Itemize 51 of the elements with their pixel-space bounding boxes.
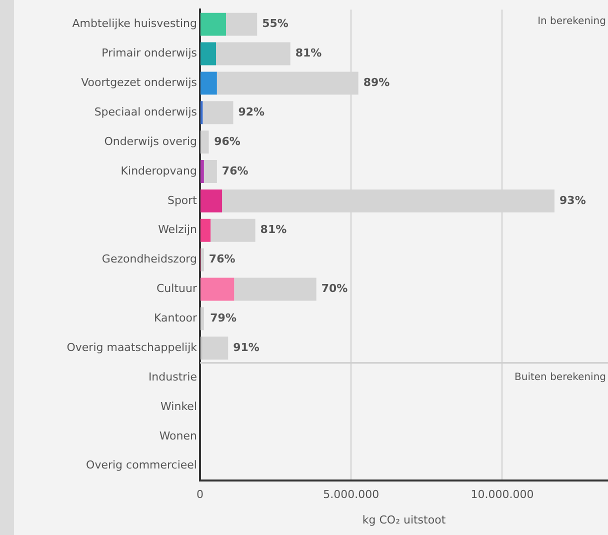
- annotation: 96%: [214, 134, 240, 148]
- bar: [226, 12, 258, 36]
- bar: [202, 101, 234, 124]
- annotation: 79%: [210, 312, 236, 325]
- x-tick-label: 5.000.000: [323, 488, 380, 502]
- bar: [200, 189, 222, 212]
- bar: [210, 218, 256, 242]
- bar: [200, 42, 216, 66]
- bar: [200, 12, 226, 36]
- annotation: 81%: [260, 223, 287, 236]
- x-tick-label: 0: [196, 488, 204, 502]
- y-tick-label: Primair onderwijs: [102, 46, 198, 60]
- x-axis-title: kg CO₂ uitstoot: [362, 513, 446, 526]
- bar: [200, 160, 204, 183]
- y-tick-label: Wonen: [159, 429, 198, 442]
- annotation: 70%: [321, 282, 348, 296]
- bar: [200, 72, 217, 95]
- y-tick-label: Gezondheidszorg: [102, 252, 197, 266]
- bar: [200, 130, 209, 154]
- bar: [200, 278, 234, 301]
- y-tick-label: Voortgezet onderwijs: [81, 76, 198, 90]
- y-tick-label: Kantoor: [154, 312, 198, 325]
- annotation: 76%: [208, 252, 236, 266]
- annotation: 89%: [363, 76, 390, 90]
- y-tick-label: Overig maatschappelijk: [66, 340, 198, 354]
- annotation: 76%: [222, 164, 248, 178]
- bar: [202, 336, 228, 360]
- bar: [204, 160, 217, 183]
- y-tick-label: Overig commercieel: [86, 458, 197, 472]
- annotation: 81%: [295, 46, 322, 60]
- annotation: 93%: [560, 194, 586, 207]
- y-tick-label: Onderwijs overig: [104, 134, 197, 148]
- y-tick-label: Sport: [167, 194, 198, 207]
- bar: [216, 42, 290, 66]
- annotation: In berekening: [538, 16, 606, 28]
- annotation: 92%: [238, 105, 265, 118]
- y-tick-label: Kinderopvang: [120, 164, 197, 178]
- bar: [200, 218, 211, 242]
- y-tick-label: Welzijn: [158, 223, 198, 236]
- y-tick-label: Industrie: [148, 370, 198, 384]
- annotation: 91%: [233, 340, 260, 354]
- x-tick-label: 10.000.000: [470, 488, 534, 502]
- y-tick-label: Ambtelijke huisvesting: [72, 17, 197, 30]
- y-tick-label: Speciaal onderwijs: [94, 105, 198, 118]
- bar: [200, 248, 204, 272]
- y-tick-label: Winkel: [160, 400, 197, 413]
- y-tick-label: Cultuur: [156, 282, 198, 296]
- ref-line-label: Buiten berekening: [514, 372, 606, 384]
- bar: [234, 278, 316, 301]
- annotation: 55%: [262, 17, 288, 30]
- bar: [200, 307, 204, 330]
